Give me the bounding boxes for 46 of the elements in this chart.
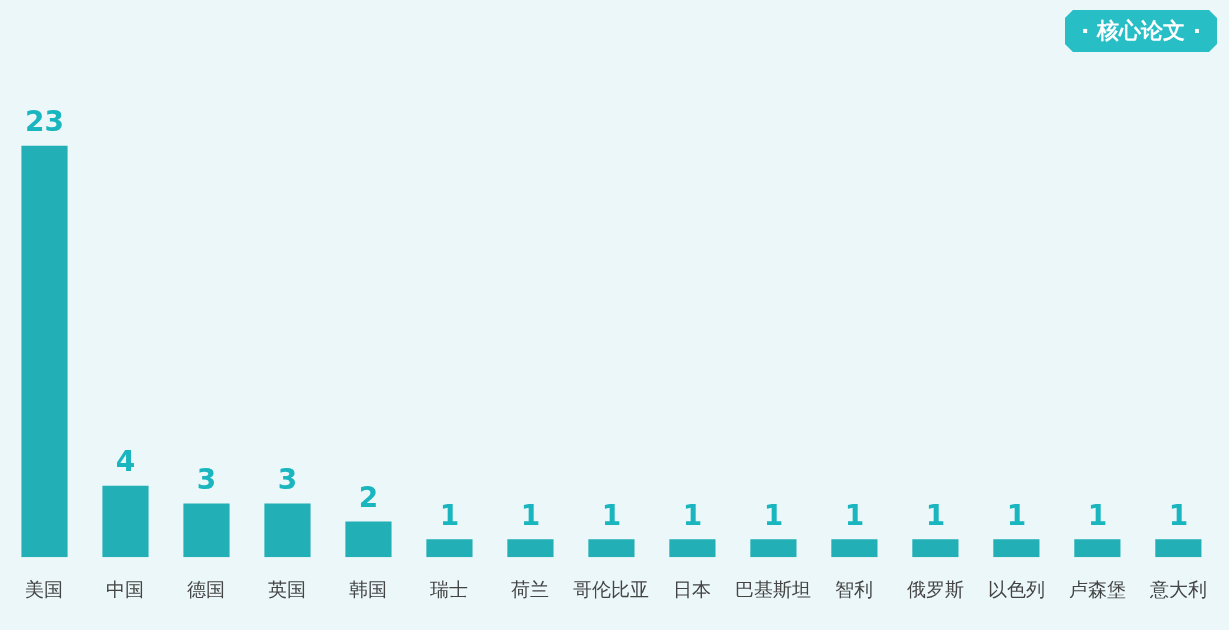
data-label: 4 — [115, 444, 136, 478]
data-label: 1 — [601, 498, 622, 532]
data-label: 1 — [1006, 498, 1027, 532]
bar — [750, 539, 797, 558]
bar — [1155, 539, 1202, 558]
bar — [831, 539, 878, 558]
data-label: 1 — [925, 498, 946, 532]
x-tick-label: 以色列 — [987, 577, 1045, 600]
x-tick-label: 荷兰 — [511, 577, 550, 600]
data-label: 3 — [277, 462, 298, 496]
x-tick-label: 哥伦比亚 — [573, 577, 650, 600]
chart-title: · 核心论文 · — [1064, 10, 1217, 52]
x-tick-label: 美国 — [25, 577, 64, 600]
bar — [507, 539, 554, 558]
data-label: 2 — [358, 480, 379, 514]
bar — [426, 539, 473, 558]
data-label: 1 — [844, 498, 865, 532]
bar — [183, 503, 230, 558]
data-label: 1 — [439, 498, 460, 532]
x-tick-label: 韩国 — [349, 577, 388, 600]
x-tick-label: 瑞士 — [430, 577, 469, 600]
bar — [588, 539, 635, 558]
bar — [345, 521, 392, 558]
x-tick-label: 英国 — [268, 577, 307, 600]
data-label: 1 — [520, 498, 541, 532]
x-tick-label: 中国 — [106, 577, 145, 600]
x-tick-label: 智利 — [835, 577, 874, 600]
bar — [669, 539, 716, 558]
bar — [21, 145, 68, 558]
x-tick-label: 巴基斯坦 — [735, 577, 812, 600]
x-tick-label: 俄罗斯 — [906, 577, 964, 600]
data-label: 23 — [25, 105, 64, 139]
data-label: 3 — [196, 462, 217, 496]
bar — [912, 539, 959, 558]
x-tick-label: 德国 — [187, 577, 226, 600]
x-tick-label: 意大利 — [1148, 577, 1207, 600]
data-label: 1 — [1168, 498, 1189, 532]
data-label: 1 — [763, 498, 784, 532]
bar — [1074, 539, 1121, 558]
bar — [102, 485, 149, 558]
data-label: 1 — [1087, 498, 1108, 532]
bar — [264, 503, 311, 558]
data-label: 1 — [682, 498, 703, 532]
x-tick-label: 日本 — [673, 577, 712, 600]
bar — [993, 539, 1040, 558]
x-tick-label: 卢森堡 — [1068, 577, 1126, 600]
